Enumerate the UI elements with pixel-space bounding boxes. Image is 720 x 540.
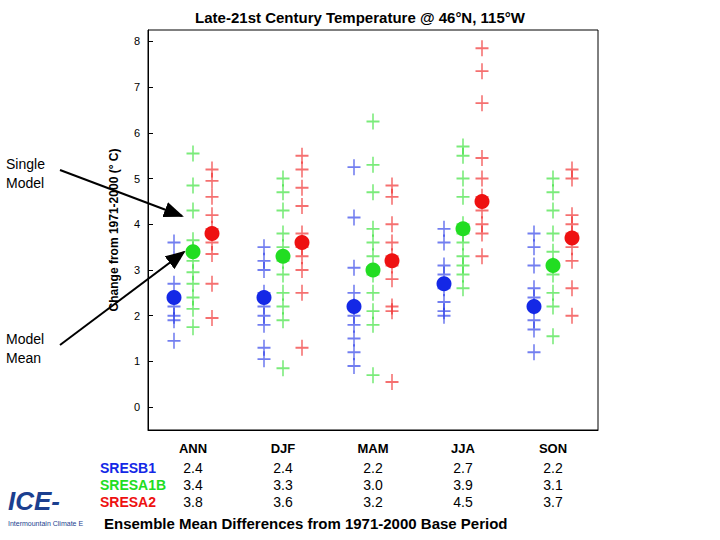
svg-text:1: 1 bbox=[134, 355, 140, 367]
svg-text:DJF: DJF bbox=[271, 441, 296, 456]
html-text:2.2: 2.2 bbox=[543, 460, 563, 476]
html-text:Ensemble Mean Differences from: Ensemble Mean Differences from 1971-2000… bbox=[104, 515, 508, 532]
html-text:SRESA1B: SRESA1B bbox=[100, 477, 167, 493]
html-text:ICE-: ICE- bbox=[8, 486, 60, 516]
html-text:Intermountain Climate E: Intermountain Climate E bbox=[8, 520, 84, 527]
svg-text:5: 5 bbox=[134, 173, 140, 185]
svg-text:ANN: ANN bbox=[179, 441, 207, 456]
svg-text:MAM: MAM bbox=[357, 441, 388, 456]
svg-text:8: 8 bbox=[134, 35, 140, 47]
html-text:4.5: 4.5 bbox=[453, 494, 473, 510]
html-text:Single Model: Single Model bbox=[6, 156, 45, 191]
svg-text:3: 3 bbox=[134, 264, 140, 276]
html-text:3.9: 3.9 bbox=[453, 477, 473, 493]
html-text:SRESA2: SRESA2 bbox=[100, 494, 156, 510]
svg-text:SON: SON bbox=[539, 441, 567, 456]
svg-text:6: 6 bbox=[134, 127, 140, 139]
svg-text:Change from 1971-2000 (° C): Change from 1971-2000 (° C) bbox=[107, 149, 121, 312]
svg-text:Late-21st Century Temperature: Late-21st Century Temperature @ 46°N, 11… bbox=[195, 9, 526, 26]
svg-text:7: 7 bbox=[134, 81, 140, 93]
html-text:3.4: 3.4 bbox=[183, 477, 203, 493]
html-text:3.6: 3.6 bbox=[273, 494, 293, 510]
svg-text:JJA: JJA bbox=[451, 441, 475, 456]
html-text:2.4: 2.4 bbox=[183, 460, 203, 476]
html-text:3.1: 3.1 bbox=[543, 477, 563, 493]
html-text:3.3: 3.3 bbox=[273, 477, 293, 493]
html-text:2.4: 2.4 bbox=[273, 460, 293, 476]
html-text:2.2: 2.2 bbox=[363, 460, 383, 476]
html-text:3.7: 3.7 bbox=[543, 494, 563, 510]
html-text:3.0: 3.0 bbox=[363, 477, 383, 493]
html-text:2.7: 2.7 bbox=[453, 460, 473, 476]
html-text:3.8: 3.8 bbox=[183, 494, 203, 510]
svg-text:0: 0 bbox=[134, 401, 140, 413]
svg-text:4: 4 bbox=[134, 218, 140, 230]
html-text:SRESB1: SRESB1 bbox=[100, 460, 156, 476]
html-text:Model Mean: Model Mean bbox=[6, 331, 45, 366]
html-text:3.2: 3.2 bbox=[363, 494, 383, 510]
svg-text:2: 2 bbox=[134, 310, 140, 322]
